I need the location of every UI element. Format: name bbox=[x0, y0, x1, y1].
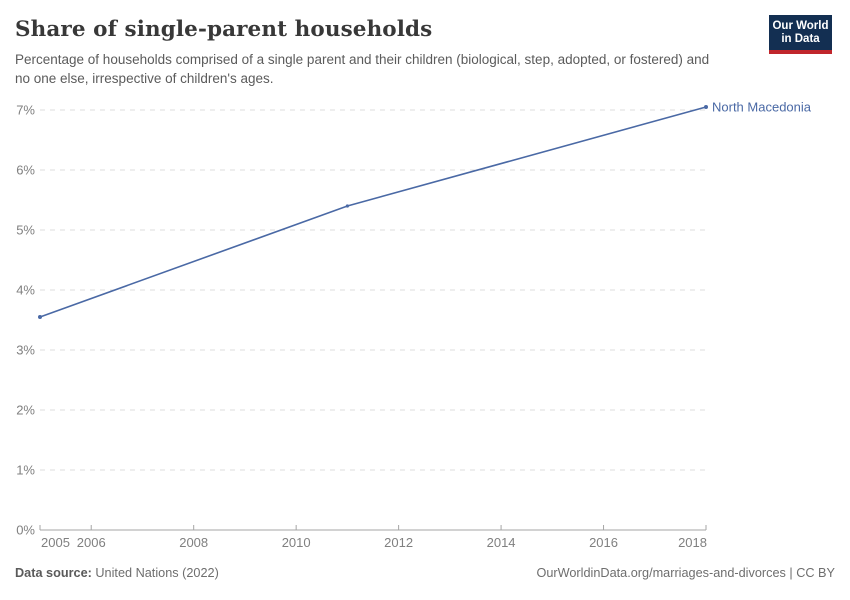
x-axis-tick-label: 2008 bbox=[179, 535, 208, 550]
owid-logo[interactable]: Our World in Data bbox=[769, 15, 832, 54]
y-axis-tick-label: 4% bbox=[16, 283, 35, 298]
owid-logo-line1: Our World bbox=[772, 20, 829, 32]
y-axis-tick-label: 3% bbox=[16, 343, 35, 358]
series-label[interactable]: North Macedonia bbox=[712, 100, 812, 115]
credit-link[interactable]: OurWorldinData.org/marriages-and-divorce… bbox=[536, 566, 835, 580]
data-point[interactable] bbox=[704, 105, 708, 109]
data-point[interactable] bbox=[38, 315, 42, 319]
x-axis-tick-label: 2005 bbox=[41, 535, 70, 550]
y-axis-tick-label: 7% bbox=[16, 103, 35, 118]
y-axis-tick-label: 5% bbox=[16, 223, 35, 238]
data-source-label: Data source: bbox=[15, 566, 92, 580]
owid-logo-line2: in Data bbox=[781, 33, 820, 45]
chart-title: Share of single-parent households bbox=[15, 17, 433, 42]
chart-subtitle: Percentage of households comprised of a … bbox=[15, 52, 710, 86]
chart-header: Share of single-parent households Percen… bbox=[0, 0, 850, 88]
x-axis-tick-label: 2016 bbox=[589, 535, 618, 550]
y-axis-tick-label: 1% bbox=[16, 463, 35, 478]
chart-footer: Data source: United Nations (2022) OurWo… bbox=[15, 566, 835, 580]
x-axis-tick-label: 2014 bbox=[487, 535, 516, 550]
x-axis-tick-label: 2012 bbox=[384, 535, 413, 550]
x-axis-tick-label: 2006 bbox=[77, 535, 106, 550]
data-source: Data source: United Nations (2022) bbox=[15, 566, 219, 580]
x-axis-tick-label: 2010 bbox=[282, 535, 311, 550]
y-axis-tick-label: 2% bbox=[16, 403, 35, 418]
data-point[interactable] bbox=[345, 204, 349, 208]
y-axis-tick-label: 6% bbox=[16, 163, 35, 178]
y-axis-tick-label: 0% bbox=[16, 523, 35, 538]
chart-line[interactable] bbox=[39, 106, 707, 318]
data-source-value: United Nations (2022) bbox=[95, 566, 219, 580]
x-axis-tick-label: 2018 bbox=[678, 535, 707, 550]
